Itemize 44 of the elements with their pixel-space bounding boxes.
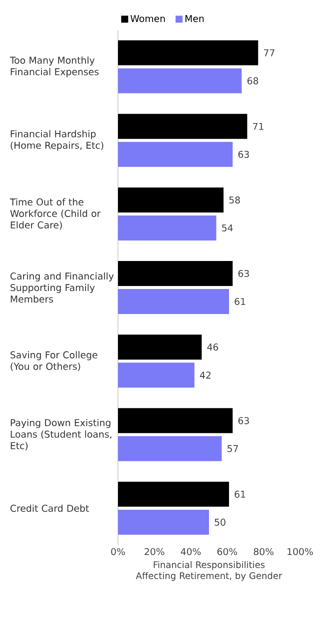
bar [118, 362, 194, 388]
y-tick-label: Saving For College (You or Others) [10, 351, 98, 372]
data-label: 68 [247, 77, 258, 84]
bar [118, 40, 258, 66]
y-tick-label: Time Out of the Workforce (Child or Elder Care) [10, 198, 101, 230]
data-label: 57 [228, 445, 238, 452]
bar [118, 436, 222, 462]
y-tick-label: Financial Hardship (Home Repairs, Etc) [10, 130, 104, 151]
bar [118, 187, 224, 212]
x-tick-label: 80% [254, 548, 274, 556]
data-label: 63 [238, 150, 249, 158]
data-label: 71 [253, 122, 264, 130]
bar [118, 482, 230, 507]
bar [118, 408, 233, 434]
data-label: 58 [229, 196, 240, 204]
data-label: 46 [207, 344, 218, 351]
x-tick-label: 60% [217, 548, 238, 556]
x-tick-label: 100% [288, 548, 313, 556]
bar [118, 289, 230, 314]
y-tick-label: Credit Card Debt [10, 504, 89, 512]
bar [118, 114, 248, 139]
y-tick-label: Too Many Monthly Financial Expenses [10, 56, 99, 78]
bar [118, 334, 202, 360]
x-axis-title: Financial Responsibilities Affecting Retirement, by Gender [136, 561, 282, 581]
data-label: 61 [234, 298, 246, 306]
data-label: 50 [214, 518, 226, 526]
x-tick-label: 0% [111, 548, 125, 556]
bar [118, 215, 216, 240]
data-label: 77 [264, 49, 274, 56]
legend-label: Women [130, 15, 165, 22]
data-label: 42 [200, 372, 211, 379]
data-label: 63 [238, 270, 249, 278]
legend-label: Men [186, 15, 204, 22]
x-tick-label: 20% [144, 548, 164, 556]
y-tick-label: Paying Down Existing Loans (Student loans, Etc) [10, 418, 112, 450]
bar [118, 68, 242, 94]
bar [118, 142, 233, 167]
data-label: 63 [238, 417, 249, 424]
data-label: 54 [222, 224, 233, 232]
x-tick-label: 40% [180, 548, 201, 556]
y-tick-label: Caring and Financially Supporting Family Members [10, 272, 114, 303]
bar [118, 261, 233, 286]
bar [118, 510, 209, 535]
data-label: 61 [234, 490, 246, 498]
